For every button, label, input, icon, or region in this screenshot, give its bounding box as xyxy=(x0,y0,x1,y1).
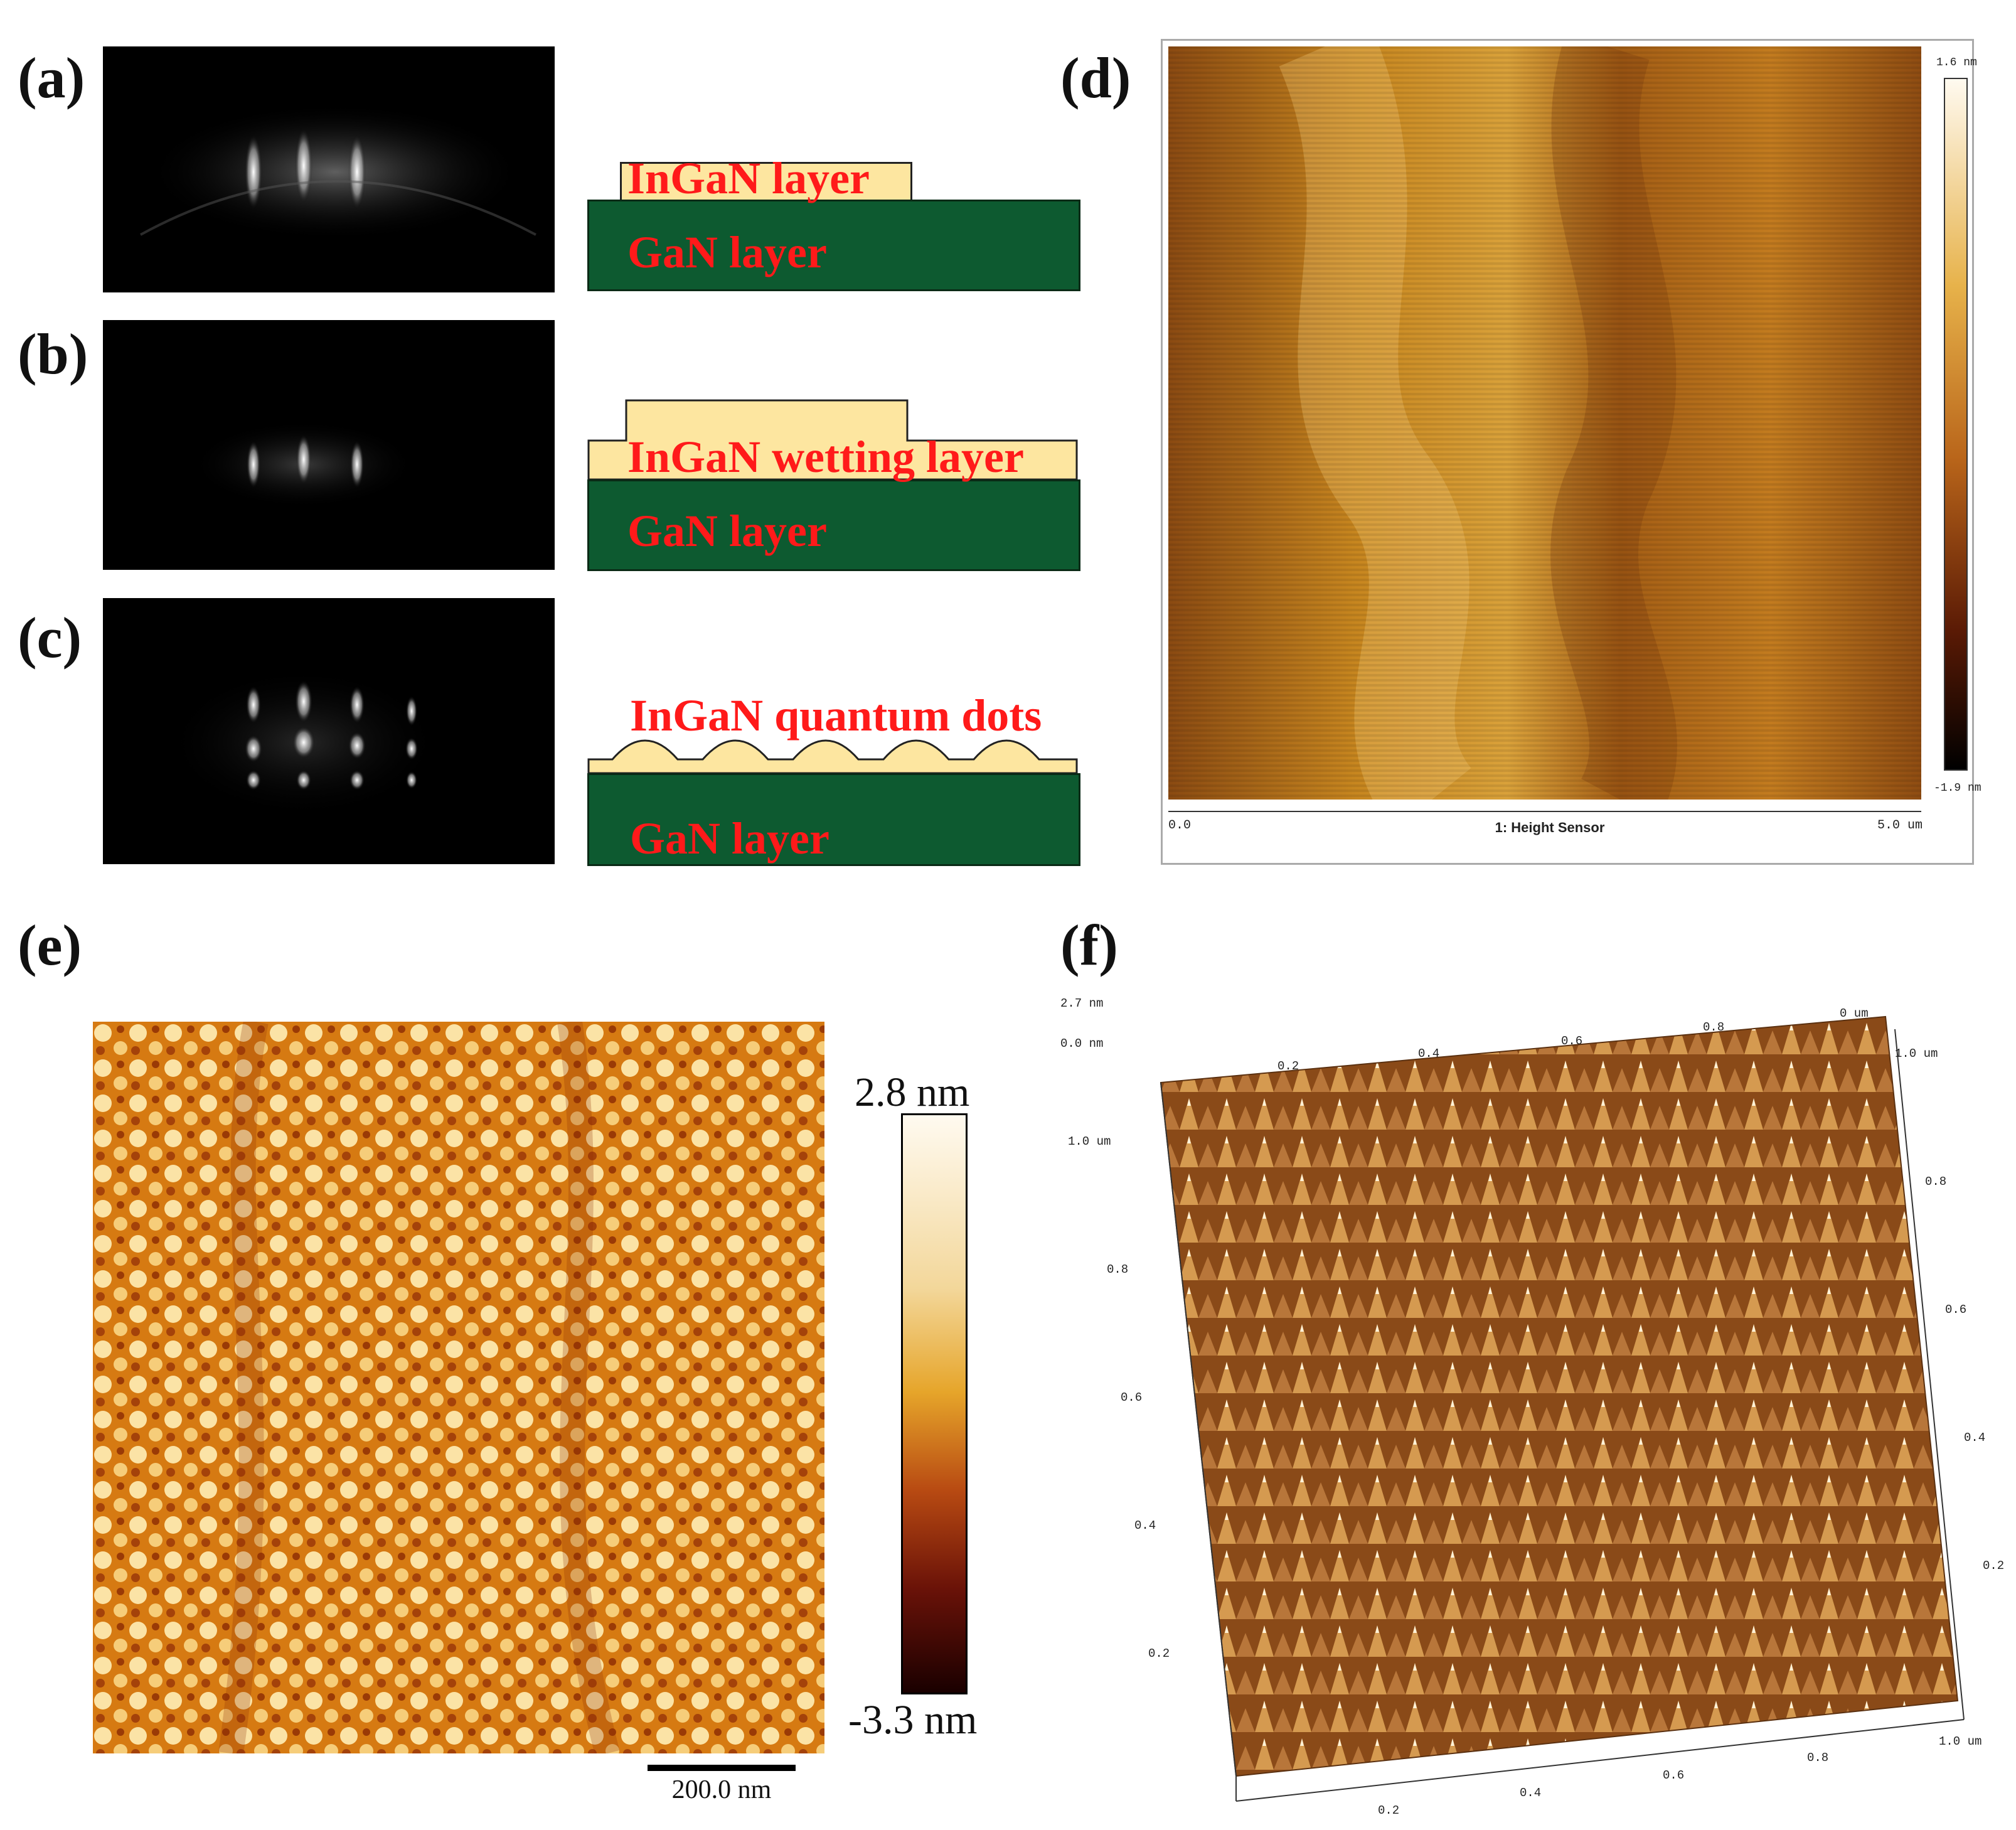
bottom-axis-tick-f: 0.8 xyxy=(1807,1751,1829,1765)
top-axis-tick-f: 0.6 xyxy=(1561,1034,1583,1048)
gan-label-b: GaN layer xyxy=(627,506,827,556)
top-axis-tick-f: 0.2 xyxy=(1277,1059,1299,1073)
rheed-image-b xyxy=(103,320,555,570)
left-axis-tick-f: 0.4 xyxy=(1134,1519,1156,1533)
scalebar-e xyxy=(648,1765,796,1771)
rheed-image-a xyxy=(103,46,555,292)
gan-layer-b xyxy=(587,479,1080,571)
gan-label-c: GaN layer xyxy=(630,813,829,864)
panel-label-e: (e) xyxy=(18,913,82,977)
panel-label-c: (c) xyxy=(18,606,82,670)
bottom-axis-tick-f: 0.6 xyxy=(1663,1768,1685,1782)
ingan-layer-a xyxy=(620,162,912,203)
left-axis-tick-f: 1.0 um xyxy=(1068,1135,1111,1148)
top-axis-tick-f: 0.8 xyxy=(1703,1020,1725,1034)
axis-line-d xyxy=(1168,811,1921,812)
ingan-wetting-layer-b xyxy=(587,399,1078,481)
gan-label-a: GaN layer xyxy=(627,227,827,277)
bottom-axis-tick-f: 0.2 xyxy=(1378,1804,1400,1817)
axis-start-d: 0.0 xyxy=(1168,818,1192,833)
right-axis-tick-f: 0.6 xyxy=(1945,1303,1967,1317)
colorbar-max-e: 2.8 nm xyxy=(855,1069,970,1115)
left-axis-tick-f: 0.2 xyxy=(1148,1647,1170,1661)
colorbar-d xyxy=(1944,78,1968,771)
afm-height-image-d xyxy=(1168,46,1921,800)
right-axis-tick-f: 0.8 xyxy=(1925,1175,1947,1189)
rheed-image-c xyxy=(103,598,555,864)
panel-label-b: (b) xyxy=(18,322,88,386)
afm-height-image-e xyxy=(93,1022,824,1753)
right-axis-tick-f: 0.4 xyxy=(1964,1431,1986,1445)
left-axis-tick-f: 0.6 xyxy=(1121,1391,1143,1405)
panel-label-a: (a) xyxy=(18,46,85,110)
axis-end-d: 5.0 um xyxy=(1877,818,1923,833)
colorbar-min-e: -3.3 nm xyxy=(848,1697,978,1743)
bottom-axis-tick-f: 1.0 um xyxy=(1939,1735,1982,1748)
colorbar-max-d: 1.6 nm xyxy=(1936,56,1977,69)
scalebar-label-e: 200.0 nm xyxy=(671,1775,772,1804)
gan-layer-a xyxy=(587,200,1080,291)
ingan-label-a: InGaN layer xyxy=(627,153,870,203)
right-axis-tick-f: 1.0 um xyxy=(1895,1047,1938,1061)
afm-3d-surface-f xyxy=(1160,1015,1965,1802)
top-axis-tick-f: 0 um xyxy=(1840,1007,1869,1020)
top-axis-tick-f: 0.4 xyxy=(1418,1047,1440,1061)
colorbar-min-d: -1.9 nm xyxy=(1934,782,1981,795)
bottom-axis-tick-f: 0.4 xyxy=(1520,1786,1542,1800)
left-axis-tick-f: 0.8 xyxy=(1107,1263,1129,1276)
z-max-f: 2.7 nm xyxy=(1060,997,1104,1010)
right-axis-tick-f: 0.2 xyxy=(1983,1559,2005,1573)
ingan-quantum-dots-c xyxy=(587,739,1078,774)
ingan-label-c: InGaN quantum dots xyxy=(630,690,1042,741)
panel-label-d: (d) xyxy=(1060,46,1131,110)
channel-label-d: 1: Height Sensor xyxy=(1495,820,1605,835)
panel-label-f: (f) xyxy=(1060,913,1118,977)
colorbar-e xyxy=(901,1113,968,1694)
gan-layer-c xyxy=(587,773,1080,866)
ingan-label-b: InGaN wetting layer xyxy=(627,432,1024,482)
z-min-f: 0.0 nm xyxy=(1060,1037,1104,1051)
